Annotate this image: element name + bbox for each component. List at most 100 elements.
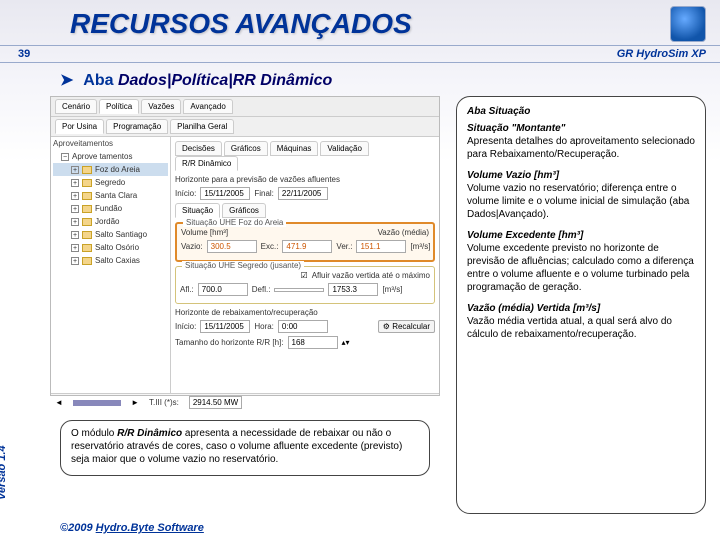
expand-icon[interactable]: +: [71, 244, 79, 252]
folder-icon: [82, 231, 92, 239]
hz-inicio-field[interactable]: 15/11/2005: [200, 320, 250, 333]
tab-cen-rio[interactable]: Cenário: [55, 99, 97, 114]
tab-pol-tica[interactable]: Política: [99, 99, 139, 114]
tab-decis-es[interactable]: Decisões: [175, 141, 222, 156]
tam-label: Tamanho do horizonte R/R [h]:: [175, 338, 284, 347]
tree-item[interactable]: +Fundão: [53, 202, 168, 215]
folder-icon: [82, 166, 92, 174]
tree-item[interactable]: +Santa Clara: [53, 189, 168, 202]
tree-panel: Aproveitamentos − Aprove tamentos +Foz d…: [51, 137, 171, 393]
tab-m-quinas[interactable]: Máquinas: [270, 141, 319, 156]
g2-unit: [m³/s]: [382, 285, 402, 294]
hora-field[interactable]: 0:00: [278, 320, 328, 333]
tab-r-r-din-mico[interactable]: R/R Dinâmico: [175, 156, 238, 171]
tree-item[interactable]: +Jordão: [53, 215, 168, 228]
expand-icon[interactable]: +: [71, 166, 79, 174]
expand-icon[interactable]: +: [71, 257, 79, 265]
divider: [0, 45, 720, 46]
side-p3-body: Volume excedente previsto no horizonte d…: [467, 243, 694, 293]
inner-tabstrip: SituaçãoGráficos: [175, 203, 435, 218]
folder-icon: [82, 218, 92, 226]
folder-icon: [82, 205, 92, 213]
tab-planilha-geral[interactable]: Planilha Geral: [170, 119, 234, 134]
right-panel: DecisõesGráficosMáquinasValidaçãoR/R Din…: [171, 137, 439, 393]
page-title: RECURSOS AVANÇADOS: [70, 8, 412, 40]
tab-avan-ado[interactable]: Avançado: [183, 99, 232, 114]
app-screenshot: CenárioPolíticaVazõesAvançado Por UsinaP…: [50, 96, 440, 396]
side-p2-body: Volume vazio no reservatório; diferença …: [467, 183, 689, 220]
jusante-hint: Afluir vazão vertida até o máximo: [312, 271, 430, 280]
afl-field: 700.0: [198, 283, 248, 296]
expand-icon[interactable]: +: [71, 179, 79, 187]
tab-programa-o[interactable]: Programação: [106, 119, 168, 134]
version-label: Versão 1.4: [0, 445, 8, 500]
sub-tabstrip: Por UsinaProgramaçãoPlanilha Geral: [51, 117, 439, 137]
group-title: Situação UHE Foz do Areia: [183, 218, 286, 227]
tab-gr-ficos[interactable]: Gráficos: [222, 203, 266, 218]
afl-label: Afl.:: [180, 285, 194, 294]
folder-icon: [82, 192, 92, 200]
tree-item[interactable]: +Salto Osório: [53, 241, 168, 254]
side-p4-title: Vazão (média) Vertida [m³/s]: [467, 303, 600, 314]
ver-field: 151.1: [356, 240, 406, 253]
defl-field: [274, 288, 324, 292]
side-p1-title: Situação "Montante": [467, 123, 565, 134]
scroll-left-icon[interactable]: ◄: [55, 398, 63, 407]
section-prefix: Aba: [83, 72, 113, 89]
page-number: 39: [18, 48, 30, 60]
side-p1-body: Apresenta detalhes do aproveitamento sel…: [467, 136, 695, 160]
note-text1: O módulo: [71, 428, 117, 439]
folder-icon: [82, 179, 92, 187]
hz-label: Horizonte de rebaixamento/recuperação: [175, 308, 318, 317]
tree-header: Aproveitamentos: [53, 139, 168, 148]
tree-item[interactable]: +Foz do Areia: [53, 163, 168, 176]
inicio-field[interactable]: 15/11/2005: [200, 187, 250, 200]
vazio-field: 300.5: [207, 240, 257, 253]
exc-label: Exc.:: [261, 242, 279, 251]
brand-logo: [670, 6, 706, 42]
status-bar: ◄ ► T.III (*)s: 2914.50 MW: [51, 393, 439, 411]
exc-field: 471.9: [282, 240, 332, 253]
note-bold: R/R Dinâmico: [117, 428, 182, 439]
tab-vaz-es[interactable]: Vazões: [141, 99, 181, 114]
vazio-label: Vazio:: [181, 242, 203, 251]
tam-field[interactable]: 168: [288, 336, 338, 349]
bottom-note: O módulo R/R Dinâmico apresenta a necess…: [60, 420, 430, 476]
expand-icon[interactable]: +: [71, 218, 79, 226]
tree-item[interactable]: +Salto Caxias: [53, 254, 168, 267]
tree-item[interactable]: +Segredo: [53, 176, 168, 189]
side-p4-body: Vazão média vertida atual, a qual será a…: [467, 316, 672, 340]
app-name: GR HydroSim XP: [617, 48, 706, 60]
defl-label: Defl.:: [252, 285, 271, 294]
side-h1: Aba Situação: [467, 105, 695, 118]
divider: [0, 62, 720, 63]
hz-inicio-label: Início:: [175, 322, 196, 331]
situacao-montante-group: Situação UHE Foz do Areia Volume [hm³] V…: [175, 222, 435, 262]
recalc-button[interactable]: ⚙ Recalcular: [378, 320, 435, 333]
stepper-icon[interactable]: ▴▾: [342, 338, 350, 347]
explanation-panel: Aba Situação Situação "Montante" Apresen…: [456, 96, 706, 514]
section-heading: ➤ Aba Dados|Política|RR Dinâmico: [60, 70, 332, 90]
expand-icon[interactable]: +: [71, 192, 79, 200]
right-tabstrip: DecisõesGráficosMáquinasValidação R/R Din…: [175, 141, 435, 171]
final-label: Final:: [254, 189, 274, 198]
inicio-label: Início:: [175, 189, 196, 198]
situacao-jusante-group: Situação UHE Segredo (jusante) ☑ Afluir …: [175, 266, 435, 304]
group-title: Situação UHE Segredo (jusante): [182, 261, 304, 270]
ver-label: Ver.:: [336, 242, 352, 251]
side-p3-title: Volume Excedente [hm³]: [467, 230, 583, 241]
folder-icon: [82, 244, 92, 252]
expand-icon[interactable]: +: [71, 231, 79, 239]
tree-item[interactable]: +Salto Santiago: [53, 228, 168, 241]
bottom-label: T.III (*)s:: [149, 398, 179, 407]
final-field[interactable]: 22/11/2005: [278, 187, 328, 200]
tab-situa-o[interactable]: Situação: [175, 203, 220, 218]
tab-gr-ficos[interactable]: Gráficos: [224, 141, 268, 156]
collapse-icon[interactable]: −: [61, 153, 69, 161]
tree-root[interactable]: − Aprove tamentos: [53, 150, 168, 163]
volume-label: Volume [hm³]: [181, 228, 228, 237]
expand-icon[interactable]: +: [71, 205, 79, 213]
tab-valida-o[interactable]: Validação: [320, 141, 369, 156]
tab-por-usina[interactable]: Por Usina: [55, 119, 104, 134]
scroll-right-icon[interactable]: ►: [131, 398, 139, 407]
